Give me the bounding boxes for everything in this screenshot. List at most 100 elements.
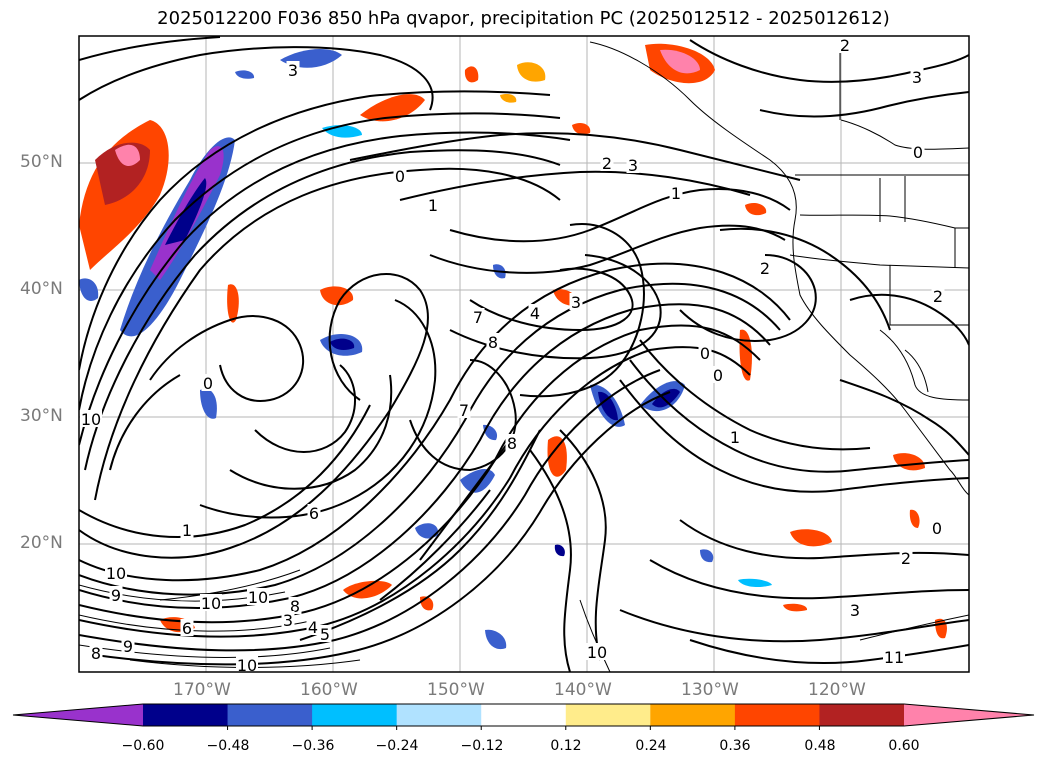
precip-positive-shading <box>79 43 947 639</box>
contour-label-bg <box>306 618 320 635</box>
contour-label: 0 <box>713 366 723 385</box>
contour-label: 1 <box>730 428 740 447</box>
lon-label-120w: 120°W <box>808 680 866 700</box>
contour-label: 3 <box>288 61 298 80</box>
graticule <box>79 36 969 672</box>
contour-label: 2 <box>760 259 770 278</box>
contour-label: 8 <box>507 434 517 453</box>
contour-label-bg <box>931 287 945 304</box>
qvapor-contours <box>79 36 969 672</box>
contour-label: 10 <box>587 643 607 662</box>
colorbar-segment <box>819 704 905 726</box>
contour-label-bg <box>698 344 712 361</box>
contour-label-bg <box>711 366 725 383</box>
colorbar-segment <box>481 704 567 726</box>
contour-label-bg <box>180 521 194 538</box>
contour-label-bg <box>930 519 944 536</box>
contour-label: 5 <box>320 625 330 644</box>
contour-label-bg <box>586 643 608 660</box>
colorbar-tick-label: 0.36 <box>719 738 751 754</box>
contour-label-bg <box>505 434 519 451</box>
colorbar-segment <box>565 704 651 726</box>
colorbar-segment <box>734 704 820 726</box>
colorbar-outline <box>12 703 1035 727</box>
colorbar-segment <box>396 704 482 726</box>
colorbar-segment <box>650 704 736 726</box>
contour-label-bg <box>848 601 862 618</box>
contour-label-bg <box>121 637 135 654</box>
contour-label: 9 <box>123 637 133 656</box>
contour-label-bg <box>899 549 913 566</box>
colorbar-tick-label: −0.48 <box>206 738 250 754</box>
contour-label-bg <box>883 648 905 665</box>
contour-label: 0 <box>203 374 213 393</box>
contour-label: 10 <box>201 594 221 613</box>
contour-label: 1 <box>428 196 438 215</box>
contour-label-bg <box>109 586 123 603</box>
lon-label-140w: 140°W <box>554 680 612 700</box>
colorbar <box>12 703 1035 730</box>
contour-label: 11 <box>884 648 904 667</box>
contour-label-bg <box>393 167 407 184</box>
contour-label: 3 <box>912 68 922 87</box>
contour-label: 2 <box>901 549 911 568</box>
contour-label-bg <box>247 588 269 605</box>
map-frame <box>78 35 970 673</box>
contour-label: 10 <box>106 564 126 583</box>
contour-label: 4 <box>530 304 540 323</box>
colorbar-tick-label: −0.12 <box>460 738 504 754</box>
colorbar-tick-label: −0.60 <box>121 738 165 754</box>
colorbar-tick-label: −0.36 <box>291 738 335 754</box>
contour-label-bg <box>318 625 332 642</box>
contour-label-bg <box>426 196 440 213</box>
contour-label-bg <box>286 61 300 78</box>
contour-label-bg <box>838 36 852 53</box>
contour-label-bg <box>728 428 742 445</box>
colorbar-extend-high <box>904 704 1034 726</box>
contour-label-bg <box>911 143 925 160</box>
colorbar-tick-label: 0.12 <box>550 738 582 754</box>
lat-label-30n: 30°N <box>20 406 63 426</box>
contour-label: 6 <box>309 504 319 523</box>
contour-label-bg <box>626 156 640 173</box>
contour-label: 6 <box>182 619 192 638</box>
contour-label: 3 <box>571 293 581 312</box>
contour-label: 0 <box>395 167 405 186</box>
contour-label-bg <box>758 259 772 276</box>
contour-label: 3 <box>283 611 293 630</box>
colorbar-tick-label: 0.48 <box>804 738 836 754</box>
colorbar-tick-label: 0.60 <box>888 738 920 754</box>
contour-label-bg <box>288 597 302 614</box>
lon-label-160w: 160°W <box>300 680 358 700</box>
contour-label-bg <box>528 304 542 321</box>
lat-label-40n: 40°N <box>20 279 63 299</box>
contour-label-bg <box>80 410 102 427</box>
coastlines <box>589 40 969 496</box>
colorbar-extend-low <box>13 704 143 726</box>
contour-label-bg <box>669 184 683 201</box>
colorbar-segment <box>312 704 398 726</box>
contour-label-bg <box>180 619 194 636</box>
contour-label: 7 <box>459 401 469 420</box>
contour-label: 8 <box>488 333 498 352</box>
contour-label: 10 <box>248 588 268 607</box>
contour-label: 2 <box>840 36 850 55</box>
contour-label-bg <box>105 564 127 581</box>
contour-label: 0 <box>932 519 942 538</box>
lat-label-50n: 50°N <box>20 152 63 172</box>
contour-label: 9 <box>111 586 121 605</box>
contour-label-bg <box>201 374 215 391</box>
colorbar-segment <box>227 704 313 726</box>
contour-label: 1 <box>671 184 681 203</box>
contour-label-bg <box>281 611 295 628</box>
colorbar-tick-label: 0.24 <box>635 738 667 754</box>
contour-label: 7 <box>473 308 483 327</box>
contour-label-bg <box>471 308 485 325</box>
contour-label: 8 <box>91 644 101 663</box>
map-title: 2025012200 F036 850 hPa qvapor, precipit… <box>157 8 890 29</box>
colorbar-segment <box>143 704 229 726</box>
contour-label-bg <box>89 644 103 661</box>
lat-label-20n: 20°N <box>20 533 63 553</box>
contour-label: 2 <box>933 287 943 306</box>
